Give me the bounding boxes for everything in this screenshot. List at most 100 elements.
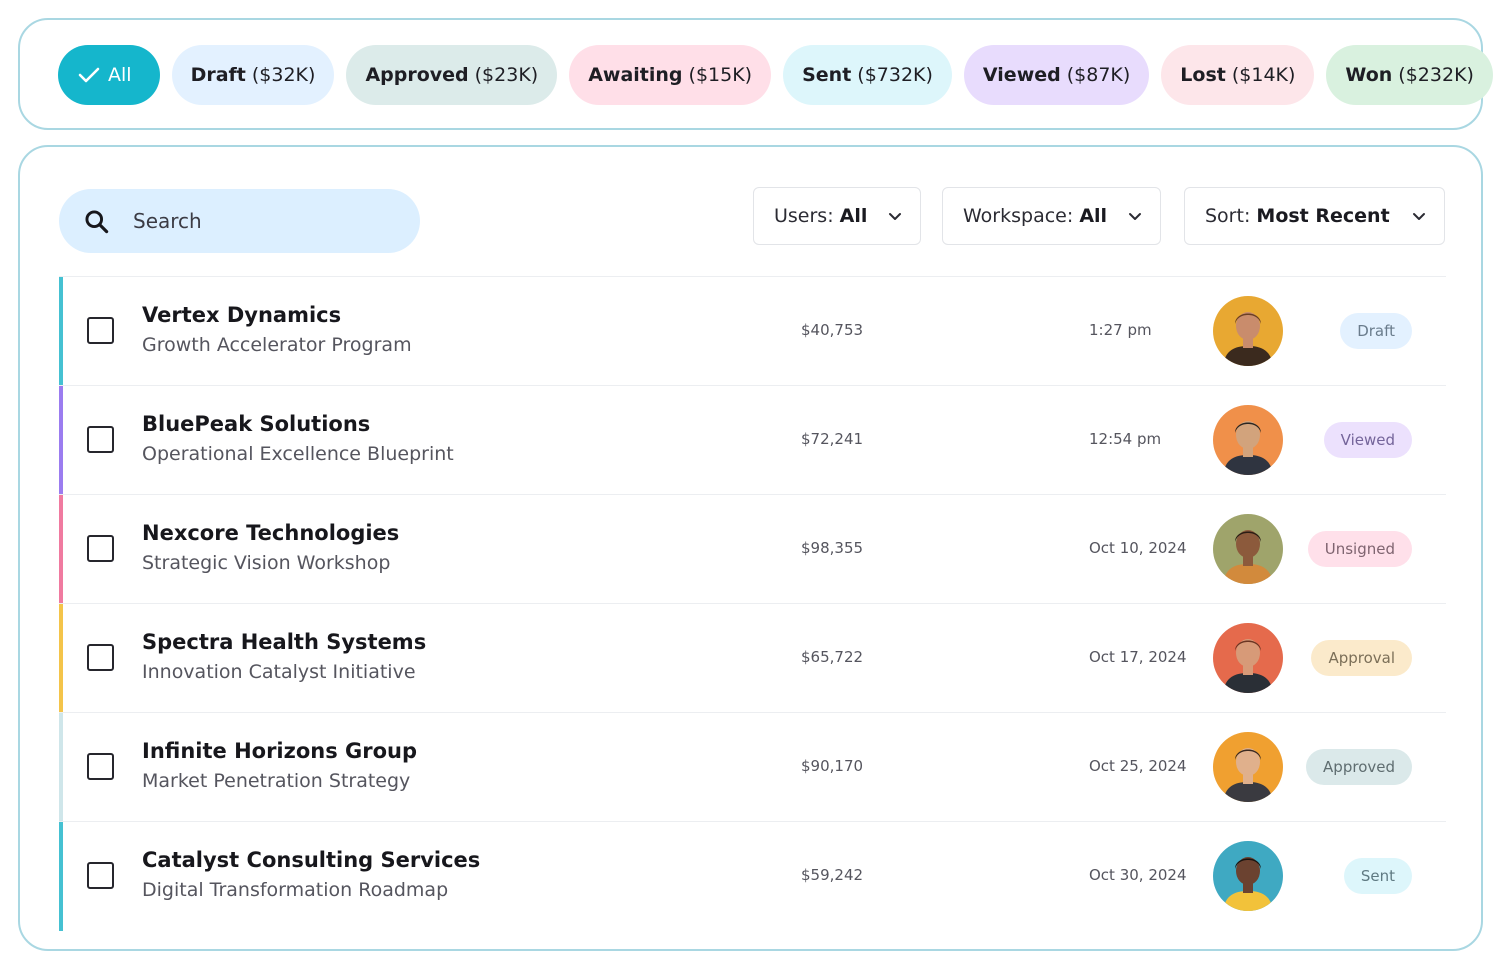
users-dropdown-text: Users: All <box>774 205 867 227</box>
company-name[interactable]: Vertex Dynamics <box>142 303 342 327</box>
row-checkbox[interactable] <box>87 753 114 780</box>
row-checkbox[interactable] <box>87 317 114 344</box>
project-name: Market Penetration Strategy <box>142 770 411 792</box>
list-item[interactable]: Nexcore Technologies Strategic Vision Wor… <box>59 495 1446 604</box>
filter-chip-group: All Draft ($32K) Approved ($23K) Awaiting ($15… <box>58 45 1493 105</box>
proposal-amount: $98,355 <box>801 539 864 557</box>
chevron-down-icon <box>1129 212 1141 220</box>
filter-chip-approved[interactable]: Approved ($23K) <box>346 45 558 105</box>
owner-avatar[interactable] <box>1213 841 1283 911</box>
last-activity-time: Oct 17, 2024 <box>1089 648 1187 666</box>
search-icon <box>85 209 109 233</box>
row-accent-bar <box>59 386 63 494</box>
owner-avatar[interactable] <box>1213 296 1283 366</box>
owner-avatar[interactable] <box>1213 514 1283 584</box>
proposal-amount: $59,242 <box>801 866 864 884</box>
last-activity-time: 1:27 pm <box>1089 321 1152 339</box>
workspace-dropdown-value: All <box>1079 205 1108 227</box>
row-checkbox[interactable] <box>87 426 114 453</box>
filter-chip-amount: ($87K) <box>1066 64 1131 86</box>
last-activity-time: Oct 30, 2024 <box>1089 866 1187 884</box>
person-avatar-image <box>1213 732 1283 802</box>
filter-chip-sent[interactable]: Sent ($732K) <box>783 45 952 105</box>
filter-chip-label: Viewed <box>982 64 1061 86</box>
proposal-amount: $40,753 <box>801 321 864 339</box>
sort-dropdown[interactable]: Sort: Most Recent <box>1184 187 1445 245</box>
filter-chip-won[interactable]: Won ($232K) <box>1326 45 1493 105</box>
owner-avatar[interactable] <box>1213 732 1283 802</box>
status-filter-bar: All Draft ($32K) Approved ($23K) Awaiting ($15… <box>18 18 1493 130</box>
person-avatar-image <box>1213 623 1283 693</box>
row-accent-bar <box>59 822 63 931</box>
company-name[interactable]: Spectra Health Systems <box>142 630 427 654</box>
filter-chip-viewed[interactable]: Viewed ($87K) <box>963 45 1150 105</box>
last-activity-time: 12:54 pm <box>1089 430 1162 448</box>
row-checkbox[interactable] <box>87 535 114 562</box>
project-name: Strategic Vision Workshop <box>142 552 391 574</box>
status-badge: Draft <box>1340 313 1412 349</box>
list-item[interactable]: Infinite Horizons Group Market Penetratio… <box>59 713 1446 822</box>
status-badge: Sent <box>1343 858 1412 894</box>
sort-dropdown-label: Sort: <box>1205 205 1251 227</box>
chevron-down-icon <box>889 212 901 220</box>
person-avatar-image <box>1213 405 1283 475</box>
filter-chip-awaiting[interactable]: Awaiting ($15K) <box>569 45 772 105</box>
filter-chip-label: Won <box>1345 64 1393 86</box>
filter-chip-amount: ($14K) <box>1231 64 1296 86</box>
filter-chip-amount: ($15K) <box>688 64 753 86</box>
workspace-dropdown-text: Workspace: All <box>963 205 1107 227</box>
search-input[interactable] <box>133 209 373 233</box>
filter-chip-amount: ($732K) <box>857 64 933 86</box>
project-name: Operational Excellence Blueprint <box>142 443 454 465</box>
company-name[interactable]: Infinite Horizons Group <box>142 739 418 763</box>
filter-chip-lost[interactable]: Lost ($14K) <box>1161 45 1315 105</box>
workspace-dropdown[interactable]: Workspace: All <box>942 187 1161 245</box>
users-dropdown-value: All <box>839 205 868 227</box>
status-badge: Unsigned <box>1307 531 1412 567</box>
filter-chip-amount: ($32K) <box>251 64 316 86</box>
list-item[interactable]: Catalyst Consulting Services Digital Tran… <box>59 822 1446 931</box>
last-activity-time: Oct 25, 2024 <box>1089 757 1187 775</box>
users-dropdown[interactable]: Users: All <box>753 187 921 245</box>
owner-avatar[interactable] <box>1213 405 1283 475</box>
row-accent-bar <box>59 604 63 712</box>
filter-chip-label: Draft <box>190 64 246 86</box>
filter-chip-draft[interactable]: Draft ($32K) <box>171 45 335 105</box>
person-avatar-image <box>1213 514 1283 584</box>
sort-dropdown-text: Sort: Most Recent <box>1205 205 1390 227</box>
filter-chip-label: Approved <box>365 64 469 86</box>
proposal-amount: $65,722 <box>801 648 864 666</box>
project-name: Innovation Catalyst Initiative <box>142 661 416 683</box>
status-badge: Viewed <box>1323 422 1412 458</box>
company-name[interactable]: Nexcore Technologies <box>142 521 400 545</box>
last-activity-time: Oct 10, 2024 <box>1089 539 1187 557</box>
project-name: Digital Transformation Roadmap <box>142 879 449 901</box>
filter-chip-all[interactable]: All <box>58 45 160 105</box>
filter-chip-amount: ($232K) <box>1398 64 1474 86</box>
proposal-list: Vertex Dynamics Growth Accelerator Progra… <box>59 276 1446 931</box>
workspace-dropdown-label: Workspace: <box>963 205 1074 227</box>
proposal-list-panel: Users: All Workspace: All Sort: Most Rec… <box>18 145 1483 951</box>
row-accent-bar <box>59 277 63 385</box>
sort-dropdown-value: Most Recent <box>1256 205 1390 227</box>
proposal-amount: $72,241 <box>801 430 864 448</box>
proposal-amount: $90,170 <box>801 757 864 775</box>
search-box[interactable] <box>59 189 420 253</box>
company-name[interactable]: Catalyst Consulting Services <box>142 848 481 872</box>
person-avatar-image <box>1213 841 1283 911</box>
row-checkbox[interactable] <box>87 862 114 889</box>
list-item[interactable]: Spectra Health Systems Innovation Catalys… <box>59 604 1446 713</box>
row-checkbox[interactable] <box>87 644 114 671</box>
row-accent-bar <box>59 713 63 821</box>
status-badge: Approval <box>1311 640 1412 676</box>
person-avatar-image <box>1213 296 1283 366</box>
filter-chip-label: All <box>108 64 132 86</box>
chevron-down-icon <box>1413 212 1425 220</box>
status-badge: Approved <box>1306 749 1412 785</box>
company-name[interactable]: BluePeak Solutions <box>142 412 371 436</box>
owner-avatar[interactable] <box>1213 623 1283 693</box>
list-item[interactable]: BluePeak Solutions Operational Excellence… <box>59 386 1446 495</box>
list-item[interactable]: Vertex Dynamics Growth Accelerator Progra… <box>59 277 1446 386</box>
row-accent-bar <box>59 495 63 603</box>
filter-chip-amount: ($23K) <box>474 64 539 86</box>
